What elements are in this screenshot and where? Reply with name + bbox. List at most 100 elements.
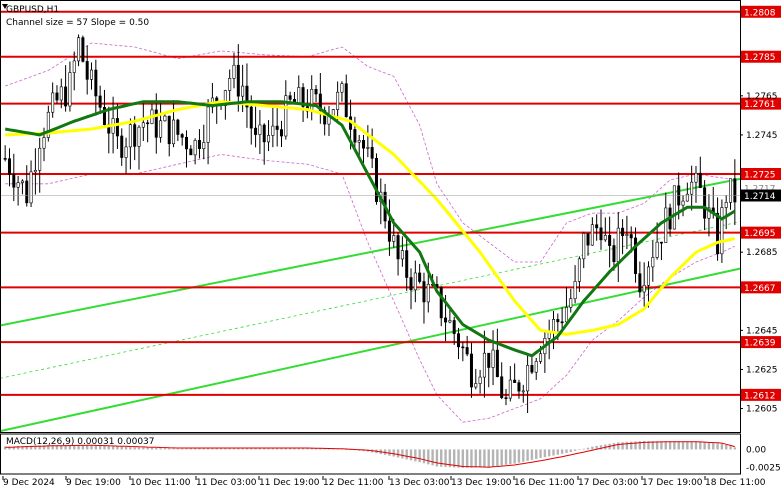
candle-body <box>33 169 37 173</box>
level-label: 1.2695 <box>744 229 776 239</box>
candle-body <box>556 319 560 323</box>
macd-bar <box>699 442 702 450</box>
candle-body <box>267 135 271 143</box>
macd-bar <box>642 440 646 450</box>
macd-bar <box>263 448 266 450</box>
macd-bar <box>509 449 512 465</box>
macd-bar <box>647 441 650 450</box>
macd-bar <box>504 449 508 465</box>
channel-caption: Channel size = 57 Slope = 0.50 <box>6 18 149 28</box>
macd-bar <box>8 446 11 450</box>
candle-body <box>672 185 676 230</box>
candle-body <box>638 273 642 293</box>
macd-bar <box>547 449 551 457</box>
candle-body <box>55 92 59 101</box>
candle-body <box>197 140 201 149</box>
macd-bar <box>314 448 318 450</box>
macd-bar <box>120 446 123 450</box>
macd-bar <box>310 448 313 450</box>
candle-body <box>495 349 499 378</box>
macd-bar <box>77 445 80 450</box>
macd-bar <box>621 442 624 450</box>
candle-body <box>146 122 150 125</box>
macd-bar <box>617 442 620 450</box>
candle-body <box>297 87 301 104</box>
time-tick-label: 10 Dec 11:00 <box>130 478 191 488</box>
level-tag <box>741 388 781 401</box>
resistance-levels <box>0 10 740 396</box>
candle-body <box>590 224 594 246</box>
candle-body <box>172 119 176 145</box>
candle-body <box>534 361 538 373</box>
macd-bar <box>513 449 516 464</box>
macd-bar <box>129 447 132 450</box>
candle-body <box>115 118 119 137</box>
time-tick-label: 9 Dec 2024 <box>3 478 55 488</box>
level-label: 1.2612 <box>744 391 776 401</box>
macd-bar <box>465 449 469 468</box>
macd-bar <box>60 445 63 450</box>
candle-body <box>206 106 210 143</box>
candle-body <box>81 37 85 62</box>
level-tag <box>741 5 781 18</box>
candle-body <box>733 178 737 203</box>
macd-bar <box>668 441 672 450</box>
macd-bar <box>427 449 430 465</box>
candle-body <box>202 142 206 149</box>
macd-bar <box>673 441 676 450</box>
macd-bar <box>638 441 642 450</box>
macd-bar <box>47 445 50 450</box>
macd-bar <box>124 446 128 450</box>
candle-body <box>193 140 197 156</box>
macd-bar <box>133 447 136 450</box>
macd-bar <box>211 448 214 450</box>
candle-body <box>128 124 132 148</box>
macd-bar <box>556 449 560 455</box>
candle-body <box>530 365 534 373</box>
macd-bar <box>176 448 180 450</box>
macd-bar <box>107 446 110 450</box>
macd-bar <box>323 448 326 450</box>
macd-bar <box>198 448 201 450</box>
candle-body <box>180 134 184 138</box>
macd-bar <box>655 441 659 450</box>
macd-bar <box>297 448 300 450</box>
candle-body <box>38 147 42 171</box>
candle-body <box>664 207 668 243</box>
candle-body <box>392 235 396 242</box>
macd-bar <box>90 445 93 450</box>
candle-body <box>344 83 348 118</box>
candle-body <box>374 158 378 202</box>
candle-body <box>560 321 564 324</box>
candle-body <box>249 106 253 129</box>
candle-body <box>595 224 599 229</box>
candle-body <box>517 382 521 392</box>
macd-bar <box>288 448 292 450</box>
macd-bar <box>487 449 490 468</box>
time-axis: 9 Dec 2024 9 Dec 19:00 10 Dec 11:00 11 Dec … <box>2 476 766 488</box>
candle-body <box>72 60 76 73</box>
macd-tick-label: 0.00 <box>746 445 766 455</box>
price-tick-label: 1.2685 <box>746 248 778 258</box>
macd-bar <box>168 448 171 450</box>
macd-bar <box>630 441 633 450</box>
candle-body <box>698 172 702 189</box>
candle-body <box>288 95 292 100</box>
macd-bar <box>396 449 400 458</box>
candle-body <box>608 235 612 246</box>
dropdown-arrow-icon[interactable] <box>2 4 8 9</box>
main-pane-border <box>0 0 741 433</box>
candle-body <box>77 37 81 62</box>
candle-body <box>3 158 7 160</box>
candle-body <box>353 129 357 143</box>
macd-bar <box>422 449 426 464</box>
candle-body <box>46 111 50 138</box>
candle-body <box>284 95 288 137</box>
candle-body <box>59 86 63 101</box>
macd-bar <box>664 441 667 450</box>
candle-body <box>310 88 314 112</box>
macd-pane-border <box>0 433 741 475</box>
level-tag <box>741 168 781 180</box>
candle-body <box>137 126 141 147</box>
